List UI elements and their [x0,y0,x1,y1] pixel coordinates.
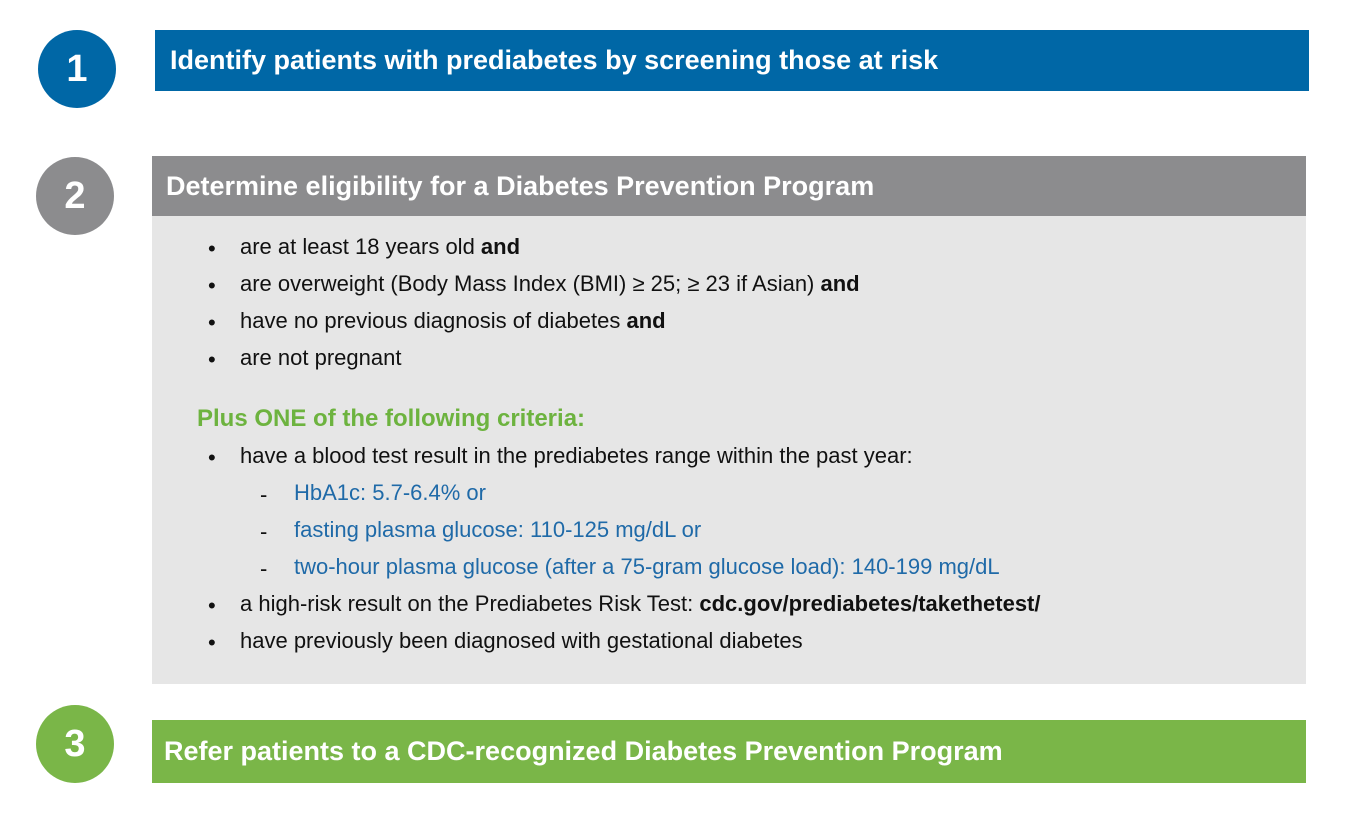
bullet-icon: • [208,630,216,655]
step-2-title-bar: Determine eligibility for a Diabetes Pre… [152,156,1306,216]
dash-icon: - [260,482,268,507]
requirement-bmi: are overweight (Body Mass Index (BMI) ≥ … [240,271,860,296]
dash-icon: - [260,556,268,581]
bullet-icon: • [208,445,216,470]
step-1-title-bar: Identify patients with prediabetes by sc… [155,30,1309,91]
step-1-number-badge: 1 [38,30,116,108]
requirement-age: are at least 18 years old and [240,234,521,259]
requirement-no-diabetes: have no previous diagnosis of diabetes a… [240,308,666,333]
range-two-hour-glucose: two-hour plasma glucose (after a 75-gram… [294,554,1000,579]
bullet-icon: • [208,310,216,335]
bullet-icon: • [208,236,216,261]
requirement-not-pregnant: are not pregnant [240,345,402,370]
criterion-risk-test: a high-risk result on the Prediabetes Ri… [240,591,1041,616]
step-2-title: Determine eligibility for a Diabetes Pre… [166,170,875,201]
step-3-number-badge: 3 [36,705,114,783]
range-fasting-glucose: fasting plasma glucose: 110-125 mg/dL or [294,517,702,542]
range-hba1c: HbA1c: 5.7-6.4% or [294,480,486,505]
criterion-blood-test: have a blood test result in the prediabe… [240,443,913,468]
step-1-title: Identify patients with prediabetes by sc… [170,45,939,75]
criteria-heading: Plus ONE of the following criteria: [197,405,586,432]
bullet-icon: • [208,593,216,618]
eligibility-panel: • are at least 18 years old and • are ov… [152,216,1306,684]
step-3-title-bar: Refer patients to a CDC-recognized Diabe… [152,720,1306,783]
step-3-title: Refer patients to a CDC-recognized Diabe… [164,736,1003,766]
bullet-icon: • [208,273,216,298]
criterion-gestational: have previously been diagnosed with gest… [240,628,803,653]
bullet-icon: • [208,347,216,372]
step-2-number-badge: 2 [36,157,114,235]
risk-test-link[interactable]: cdc.gov/prediabetes/takethetest/ [699,591,1041,616]
dash-icon: - [260,519,268,544]
